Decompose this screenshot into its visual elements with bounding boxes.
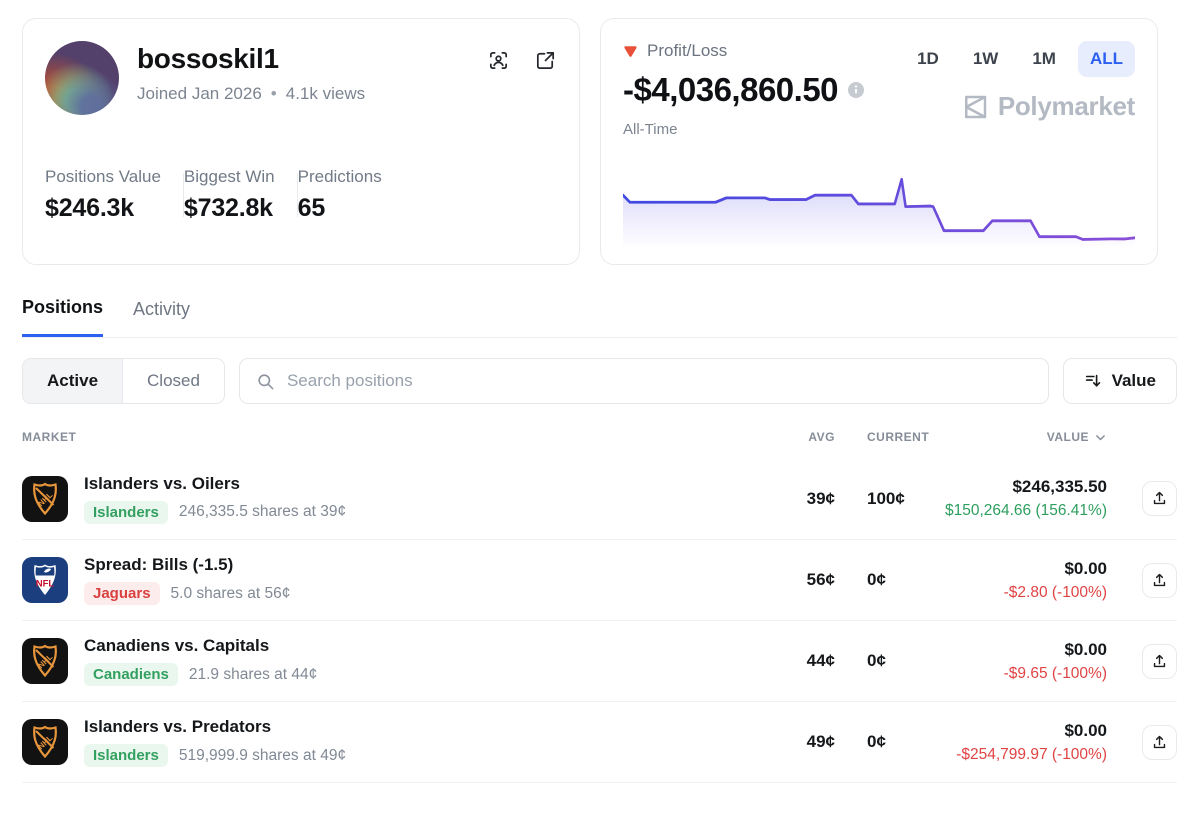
polymarket-wordmark: Polymarket [997,91,1135,121]
table-row[interactable]: NHL Canadiens vs. Capitals Canadiens 21.… [22,620,1177,701]
views-count: 4.1k views [285,84,366,103]
position-change: -$2.80 (-100%) [1003,583,1107,601]
profile-subline: Joined Jan 2026 • 4.1k views [137,84,487,104]
position-change: $150,264.66 (156.41%) [944,502,1107,519]
shares-text: 5.0 shares at 56¢ [170,584,291,602]
share-upload-icon [1151,734,1168,751]
search-icon [256,372,275,391]
outcome-badge: Canadiens [84,663,178,686]
dot-separator: • [270,84,277,103]
avg-price: 44¢ [806,651,835,670]
top-cards: bossoskil1 Joined Jan 2026 • 4.1k views [22,18,1177,265]
market-title: Canadiens vs. Capitals [84,636,270,655]
divider [182,173,184,217]
status-segmented-control: Active Closed [22,358,225,404]
range-tabs: 1D 1W 1M ALL [905,41,1135,77]
current-price: 0¢ [867,651,886,670]
polymarket-logo-icon [960,92,990,122]
polymarket-watermark: Polymarket [960,91,1135,122]
header-value[interactable]: VALUE [1047,430,1107,444]
share-upload-icon [1151,572,1168,589]
qr-scan-button[interactable] [487,49,510,75]
avg-price: 39¢ [806,488,835,508]
pnl-card: Profit/Loss -$4,036,860.50 All-Time 1D 1… [600,18,1158,265]
range-tab-1d[interactable]: 1D [905,41,951,77]
profile-tabs: Positions Activity [22,297,1177,338]
share-upload-icon [1151,653,1168,670]
face-scan-icon [487,51,510,75]
nhl-logo-icon: NHL [22,475,68,522]
stat-biggest-win: Biggest Win $732.8k [183,167,275,222]
profile-card: bossoskil1 Joined Jan 2026 • 4.1k views [22,18,580,265]
search-input[interactable] [286,371,1032,391]
share-button[interactable] [1142,724,1177,760]
table-rows: NHL Islanders vs. Oilers Islanders 246,3… [22,458,1177,783]
share-button[interactable] [1142,562,1177,598]
filter-row: Active Closed Value [22,358,1177,404]
current-price: 0¢ [867,732,886,751]
table-header: MARKET AVG CURRENT VALUE [22,430,1177,458]
header-current: CURRENT [867,430,930,444]
pnl-period: All-Time [623,121,678,138]
position-value: $246,335.50 [1012,477,1107,496]
outcome-badge: Jaguars [84,582,160,605]
range-tab-1m[interactable]: 1M [1020,41,1068,77]
segment-active[interactable]: Active [23,359,123,403]
avg-price: 49¢ [806,732,835,751]
position-value: $0.00 [1064,558,1107,578]
chevron-down-icon [1094,431,1107,444]
range-tab-all[interactable]: ALL [1077,41,1135,77]
table-row[interactable]: NHL Islanders vs. Oilers Islanders 246,3… [22,458,1177,539]
segment-closed[interactable]: Closed [122,359,224,403]
market-title: Islanders vs. Predators [84,717,272,736]
position-value: $0.00 [1064,639,1107,659]
stat-predictions: Predictions 65 [297,167,382,222]
sort-button[interactable]: Value [1062,358,1177,404]
share-button[interactable] [1142,481,1177,516]
svg-text:NFL: NFL [36,579,55,590]
username: bossoskil1 [137,43,279,74]
shares-text: 519,999.9 shares at 49¢ [178,746,347,764]
positions-table: MARKET AVG CURRENT VALUE NHL Islanders v… [22,430,1177,783]
share-upload-icon [1151,490,1168,507]
position-change: -$254,799.97 (-100%) [956,745,1107,763]
profile-page: bossoskil1 Joined Jan 2026 • 4.1k views [22,18,1177,783]
table-row[interactable]: NFL Spread: Bills (-1.5) Jaguars 5.0 sha… [22,539,1177,620]
range-tab-1w[interactable]: 1W [961,41,1011,77]
shares-text: 21.9 shares at 44¢ [188,665,318,683]
pnl-chart [623,176,1135,246]
joined-date: Joined Jan 2026 [137,84,262,103]
sort-icon [1084,372,1102,390]
external-link-icon [534,51,557,75]
market-title: Spread: Bills (-1.5) [84,555,234,574]
header-market: MARKET [22,430,77,444]
avatar [45,41,119,115]
header-avg: AVG [808,430,835,444]
position-value: $0.00 [1064,720,1107,740]
shares-text: 246,335.5 shares at 39¢ [178,503,347,520]
share-button[interactable] [1142,643,1177,679]
search-box[interactable] [238,358,1049,404]
outcome-badge: Islanders [84,500,168,524]
outcome-badge: Islanders [84,744,168,767]
table-row[interactable]: NHL Islanders vs. Predators Islanders 51… [22,701,1177,782]
avg-price: 56¢ [806,570,835,589]
pnl-label: Profit/Loss [647,41,728,60]
profile-stats: Positions Value $246.3k Biggest Win $732… [45,167,557,223]
pnl-value: -$4,036,860.50 [623,71,839,108]
tab-positions[interactable]: Positions [22,297,104,337]
position-change: -$9.65 (-100%) [1003,664,1107,682]
loss-triangle-icon [623,45,638,58]
info-icon[interactable] [848,82,865,98]
external-link-button[interactable] [534,49,557,75]
nfl-logo-icon: NFL [22,557,68,603]
stat-positions-value: Positions Value $246.3k [45,167,161,222]
tab-activity[interactable]: Activity [133,297,190,337]
current-price: 0¢ [867,570,886,589]
divider [296,173,298,217]
nhl-logo-icon: NHL [22,638,68,684]
market-title: Islanders vs. Oilers [84,473,240,493]
nhl-logo-icon: NHL [22,719,68,765]
current-price: 100¢ [867,488,905,508]
